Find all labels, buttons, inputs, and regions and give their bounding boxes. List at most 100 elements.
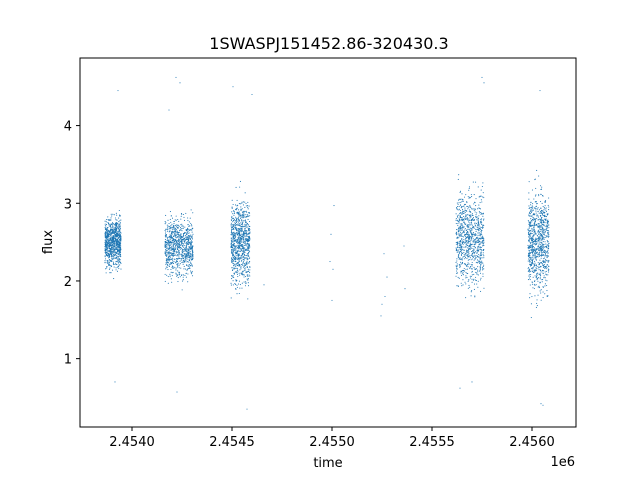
data-point xyxy=(535,187,537,189)
data-point xyxy=(476,216,478,218)
data-point xyxy=(480,277,482,279)
data-point xyxy=(175,229,177,231)
data-point xyxy=(104,256,106,258)
data-point xyxy=(404,288,406,290)
data-point xyxy=(106,232,108,234)
data-point xyxy=(108,258,110,261)
data-point xyxy=(243,259,245,261)
data-point xyxy=(113,241,116,243)
data-point xyxy=(527,231,529,234)
data-point xyxy=(529,258,531,260)
data-point xyxy=(244,223,246,225)
data-point xyxy=(239,239,241,241)
data-point xyxy=(170,249,172,251)
data-point xyxy=(109,260,111,262)
data-point xyxy=(243,234,245,236)
data-point xyxy=(180,235,182,237)
data-point xyxy=(233,257,235,259)
data-point xyxy=(529,232,531,234)
data-point xyxy=(536,302,538,304)
data-point xyxy=(114,238,116,240)
data-point xyxy=(527,270,529,273)
data-point xyxy=(457,223,459,225)
data-point xyxy=(172,254,174,256)
data-point xyxy=(531,243,533,245)
data-point xyxy=(534,295,536,297)
data-point xyxy=(166,239,168,241)
data-point xyxy=(167,219,169,221)
data-point xyxy=(243,263,245,265)
data-point xyxy=(104,239,106,241)
data-point xyxy=(545,268,547,270)
data-point xyxy=(249,244,251,247)
data-point xyxy=(534,249,536,251)
data-point xyxy=(459,227,462,229)
data-point xyxy=(181,251,183,253)
data-point xyxy=(245,281,247,283)
data-point xyxy=(119,233,121,235)
data-point xyxy=(468,259,470,261)
data-point xyxy=(456,260,458,262)
data-point xyxy=(177,266,179,268)
data-point xyxy=(177,270,179,272)
data-point xyxy=(477,236,479,238)
data-point xyxy=(171,232,173,234)
data-point xyxy=(236,293,238,295)
data-point xyxy=(537,272,539,274)
data-point xyxy=(112,213,114,215)
data-point xyxy=(113,266,115,268)
data-point xyxy=(473,259,475,261)
data-point xyxy=(187,254,190,256)
data-point xyxy=(183,219,186,222)
data-point xyxy=(464,229,466,231)
data-point xyxy=(243,250,245,252)
data-point xyxy=(236,258,238,260)
data-point xyxy=(239,203,241,205)
data-point xyxy=(183,246,185,248)
data-point xyxy=(540,245,542,247)
data-point xyxy=(238,235,240,237)
data-point xyxy=(469,277,472,279)
data-point xyxy=(531,215,533,217)
data-point xyxy=(110,249,112,251)
data-point xyxy=(178,247,180,249)
data-point xyxy=(248,274,250,276)
data-point xyxy=(188,232,190,234)
data-point xyxy=(477,240,479,242)
data-point xyxy=(532,238,534,240)
data-point xyxy=(170,262,172,264)
data-point xyxy=(247,255,249,257)
data-point xyxy=(176,227,178,229)
data-point xyxy=(539,90,541,92)
data-point xyxy=(119,252,121,254)
data-point xyxy=(528,226,530,228)
data-point xyxy=(232,246,234,248)
data-point xyxy=(458,253,460,255)
data-point xyxy=(476,283,478,285)
data-point xyxy=(539,278,541,280)
data-point xyxy=(240,229,242,232)
data-point xyxy=(480,218,482,220)
data-point xyxy=(459,223,461,225)
data-point xyxy=(110,242,112,244)
data-point xyxy=(174,219,176,221)
data-point xyxy=(114,228,116,231)
data-point xyxy=(476,251,478,253)
data-point xyxy=(190,273,192,275)
data-point xyxy=(171,238,173,240)
data-point xyxy=(172,247,174,249)
data-point xyxy=(107,246,109,248)
data-point xyxy=(460,249,462,252)
data-point xyxy=(119,261,121,263)
data-point xyxy=(539,220,541,222)
data-point xyxy=(180,258,182,260)
data-point xyxy=(529,253,531,255)
data-point xyxy=(466,210,468,212)
data-point xyxy=(117,90,119,92)
data-point xyxy=(165,236,167,238)
data-point xyxy=(244,244,246,246)
data-point xyxy=(469,245,471,248)
data-point xyxy=(471,214,473,216)
data-point xyxy=(466,235,468,237)
data-point xyxy=(479,235,481,237)
